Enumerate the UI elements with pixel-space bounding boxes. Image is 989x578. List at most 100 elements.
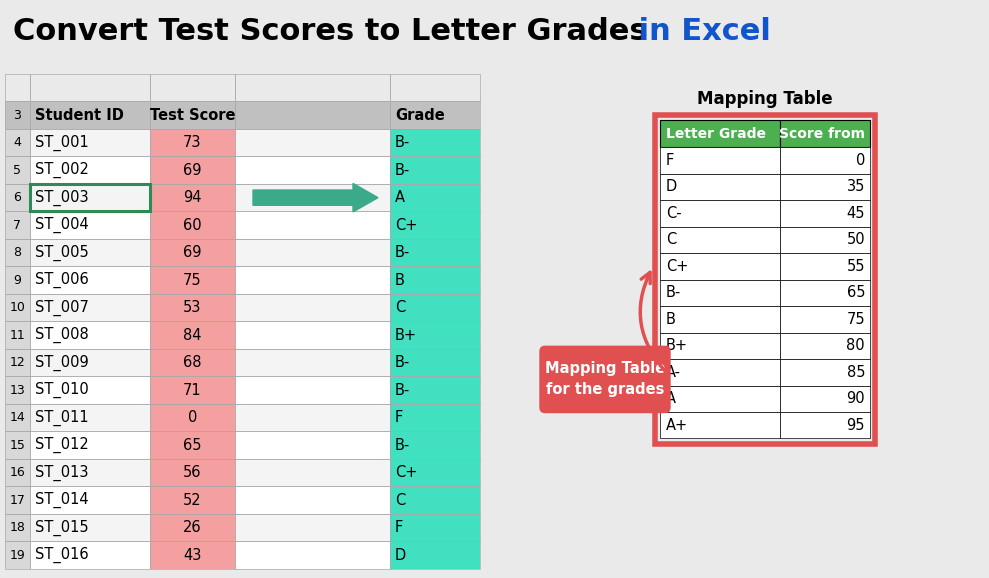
Bar <box>235 321 390 349</box>
Text: 13: 13 <box>10 384 26 397</box>
Text: 8: 8 <box>14 246 22 259</box>
Bar <box>5 349 30 376</box>
Bar <box>5 459 30 486</box>
Bar <box>780 280 870 306</box>
Text: ST_001: ST_001 <box>35 135 89 151</box>
Text: D: D <box>395 547 406 562</box>
Bar <box>660 200 780 227</box>
Text: C: C <box>666 232 676 247</box>
Bar <box>30 101 150 129</box>
Bar <box>150 294 235 321</box>
Text: ST_013: ST_013 <box>35 465 88 481</box>
Bar <box>30 157 150 184</box>
Bar <box>30 239 150 266</box>
Text: F: F <box>666 153 674 168</box>
Text: ST_003: ST_003 <box>35 190 89 206</box>
Text: ST_012: ST_012 <box>35 437 89 453</box>
Bar <box>390 239 480 266</box>
Text: 45: 45 <box>847 206 865 221</box>
Text: 69: 69 <box>183 162 202 177</box>
Bar <box>660 227 780 253</box>
Bar <box>235 486 390 514</box>
Text: 10: 10 <box>10 301 26 314</box>
Text: ST_011: ST_011 <box>35 409 89 426</box>
Bar <box>30 542 150 569</box>
Bar <box>390 129 480 157</box>
Bar <box>390 321 480 349</box>
Text: A+: A+ <box>666 418 688 433</box>
Text: 52: 52 <box>183 492 202 507</box>
Bar <box>390 294 480 321</box>
Text: 0: 0 <box>855 153 865 168</box>
Bar <box>235 404 390 431</box>
Text: C+: C+ <box>395 218 417 233</box>
Bar <box>780 386 870 412</box>
Bar <box>390 349 480 376</box>
Bar <box>390 542 480 569</box>
Text: B-: B- <box>395 135 410 150</box>
Text: 5: 5 <box>14 164 22 177</box>
Text: C+: C+ <box>666 259 688 274</box>
Text: C+: C+ <box>395 465 417 480</box>
Bar <box>235 266 390 294</box>
Text: 60: 60 <box>183 218 202 233</box>
Bar <box>390 239 480 266</box>
Bar <box>30 431 150 459</box>
Text: 11: 11 <box>10 329 26 342</box>
Text: 94: 94 <box>183 190 202 205</box>
Bar <box>5 404 30 431</box>
Bar <box>390 184 480 212</box>
Bar <box>390 459 480 486</box>
Bar <box>5 514 30 542</box>
Bar <box>780 253 870 280</box>
Bar <box>660 174 780 200</box>
Bar <box>780 227 870 253</box>
Bar <box>235 431 390 459</box>
Bar <box>235 294 390 321</box>
Bar <box>390 404 480 431</box>
Text: 65: 65 <box>847 286 865 301</box>
Text: B-: B- <box>395 245 410 260</box>
Bar <box>5 321 30 349</box>
Bar <box>5 431 30 459</box>
Bar <box>5 266 30 294</box>
Bar <box>235 514 390 542</box>
Bar <box>150 459 235 486</box>
Bar <box>30 514 150 542</box>
Bar <box>235 514 390 542</box>
Bar <box>5 74 30 101</box>
Bar <box>5 212 30 239</box>
Bar <box>390 101 480 129</box>
Text: 56: 56 <box>183 465 202 480</box>
Bar <box>5 184 30 212</box>
Bar <box>390 266 480 294</box>
Bar <box>150 184 235 212</box>
Bar <box>660 306 780 332</box>
Bar <box>390 542 480 569</box>
Bar <box>30 542 150 569</box>
Text: B: B <box>395 273 405 288</box>
Bar <box>235 349 390 376</box>
Bar <box>5 486 30 514</box>
Bar <box>5 376 30 404</box>
Bar <box>5 376 30 404</box>
Bar <box>30 184 150 212</box>
Text: Letter Grade: Letter Grade <box>666 127 766 140</box>
Bar <box>5 157 30 184</box>
Bar <box>150 321 235 349</box>
Bar <box>5 129 30 157</box>
Bar <box>780 200 870 227</box>
Bar <box>30 212 150 239</box>
Bar <box>5 542 30 569</box>
Bar <box>30 321 150 349</box>
Bar <box>150 486 235 514</box>
Bar <box>150 376 235 404</box>
Text: 17: 17 <box>10 494 26 506</box>
Text: ST_007: ST_007 <box>35 299 89 316</box>
Bar <box>30 486 150 514</box>
Text: 19: 19 <box>10 549 26 562</box>
Bar <box>30 459 150 486</box>
Bar <box>390 431 480 459</box>
Bar <box>150 266 235 294</box>
Text: B+: B+ <box>395 328 417 343</box>
